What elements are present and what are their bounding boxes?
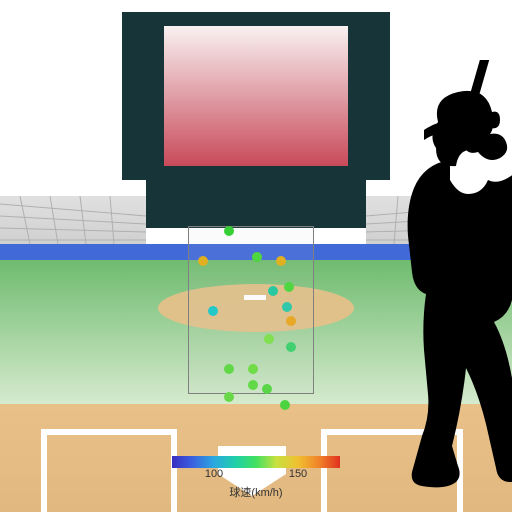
stage: 100 150 球速(km/h) — [0, 0, 512, 512]
pitch-marker — [262, 384, 272, 394]
pitch-marker — [268, 286, 278, 296]
pitch-marker — [286, 342, 296, 352]
legend-gradient-bar — [172, 456, 340, 468]
speed-legend: 100 150 球速(km/h) — [172, 456, 340, 500]
pitch-marker — [276, 256, 286, 266]
scoreboard-base — [146, 180, 366, 228]
pitch-marker — [198, 256, 208, 266]
stands-left — [0, 196, 146, 244]
pitch-marker — [248, 364, 258, 374]
scoreboard-screen — [164, 26, 348, 166]
legend-tick: 150 — [289, 468, 307, 480]
pitch-marker — [208, 306, 218, 316]
stands-right — [366, 196, 512, 244]
pitch-marker — [224, 226, 234, 236]
pitch-marker — [282, 302, 292, 312]
pitch-marker — [252, 252, 262, 262]
pitch-marker — [280, 400, 290, 410]
pitch-marker — [248, 380, 258, 390]
pitch-marker — [286, 316, 296, 326]
legend-label: 球速(km/h) — [172, 484, 340, 500]
legend-tick: 100 — [205, 468, 223, 480]
pitch-marker — [264, 334, 274, 344]
pitch-marker — [224, 364, 234, 374]
pitch-marker — [284, 282, 294, 292]
pitch-marker — [224, 392, 234, 402]
legend-ticks: 100 150 — [172, 468, 340, 482]
